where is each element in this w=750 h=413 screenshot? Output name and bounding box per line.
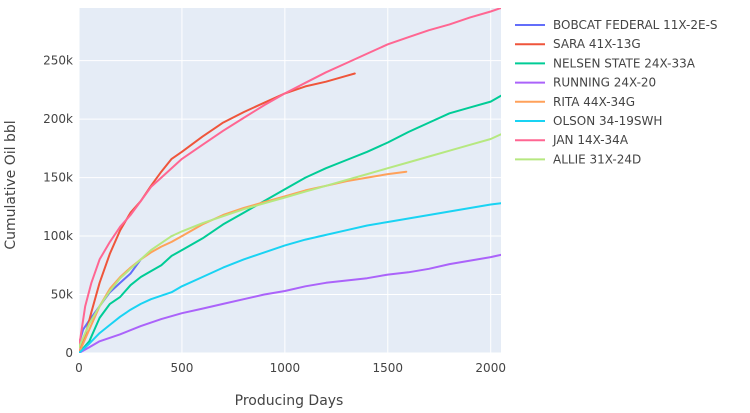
x-tick-label: 500: [170, 361, 193, 375]
legend-item[interactable]: RUNNING 24X-20: [515, 76, 656, 90]
legend-label: RUNNING 24X-20: [553, 76, 656, 90]
series-line: [79, 133, 501, 349]
x-tick-label: 1000: [270, 361, 301, 375]
legend[interactable]: BOBCAT FEDERAL 11X-2E-S SARA 41X-13G NELSE…: [515, 18, 718, 166]
series-line: [79, 8, 501, 349]
y-axis-title: Cumulative Oil bbl: [3, 120, 19, 249]
legend-label: JAN 14X-34A: [552, 133, 629, 147]
legend-item[interactable]: BOBCAT FEDERAL 11X-2E-S: [515, 18, 718, 32]
legend-item[interactable]: OLSON 34-19SWH: [515, 114, 662, 128]
legend-label: BOBCAT FEDERAL 11X-2E-S: [553, 18, 718, 32]
x-tick-label: 1500: [373, 361, 404, 375]
y-tick-label: 150k: [43, 171, 73, 185]
legend-label: OLSON 34-19SWH: [553, 114, 662, 128]
x-axis-title: Producing Days: [235, 393, 344, 409]
legend-item[interactable]: SARA 41X-13G: [515, 37, 641, 51]
legend-item[interactable]: RITA 44X-34G: [515, 95, 635, 109]
y-tick-label: 50k: [51, 288, 73, 302]
y-tick-label: 0: [65, 346, 73, 360]
legend-item[interactable]: JAN 14X-34A: [515, 133, 629, 147]
legend-label: RITA 44X-34G: [553, 95, 635, 109]
x-tick-labels: 0 500 1000 1500 2000: [75, 361, 506, 375]
x-tick-label: 0: [75, 361, 83, 375]
legend-item[interactable]: NELSEN STATE 24X-33A: [515, 56, 696, 70]
series-lines: [79, 8, 501, 353]
legend-label: SARA 41X-13G: [553, 37, 641, 51]
series-line: [79, 253, 501, 353]
gridlines: [78, 8, 501, 354]
x-tick-label: 2000: [475, 361, 506, 375]
plot-area: [79, 8, 501, 353]
series-line: [79, 94, 501, 353]
y-tick-label: 200k: [43, 112, 73, 126]
series-line: [79, 72, 356, 353]
legend-label: NELSEN STATE 24X-33A: [553, 56, 696, 70]
y-tick-label: 250k: [43, 54, 73, 68]
legend-label: ALLIE 31X-24D: [553, 152, 641, 166]
legend-item[interactable]: ALLIE 31X-24D: [515, 152, 641, 166]
series-line: [79, 202, 501, 353]
y-tick-labels: 0 50k 100k 150k 200k 250k: [43, 54, 73, 360]
y-tick-label: 100k: [43, 229, 73, 243]
